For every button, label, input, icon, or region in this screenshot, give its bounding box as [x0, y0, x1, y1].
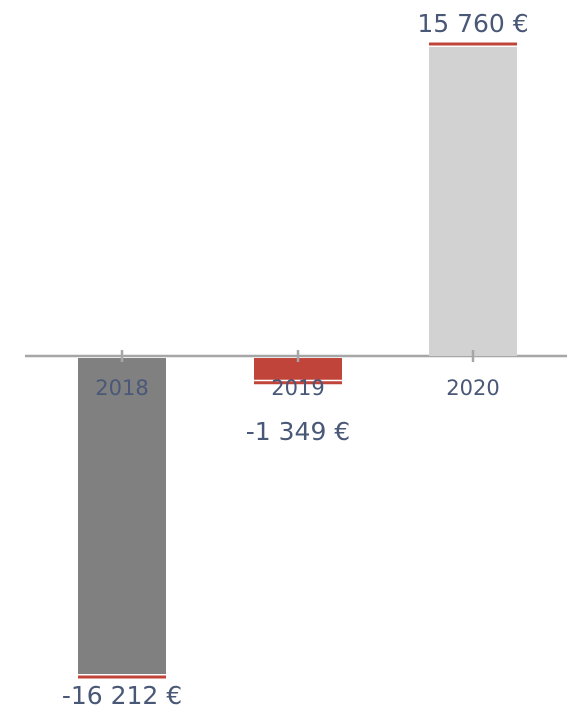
value-label: 15 760 € — [417, 9, 528, 38]
bar — [78, 358, 166, 674]
x-tick-label: 2019 — [271, 376, 324, 400]
value-label: -16 212 € — [62, 681, 182, 710]
bar — [429, 47, 517, 357]
x-tick-label: 2020 — [446, 376, 499, 400]
value-label: -1 349 € — [246, 417, 350, 446]
x-tick-label: 2018 — [95, 376, 148, 400]
bar — [254, 358, 342, 380]
